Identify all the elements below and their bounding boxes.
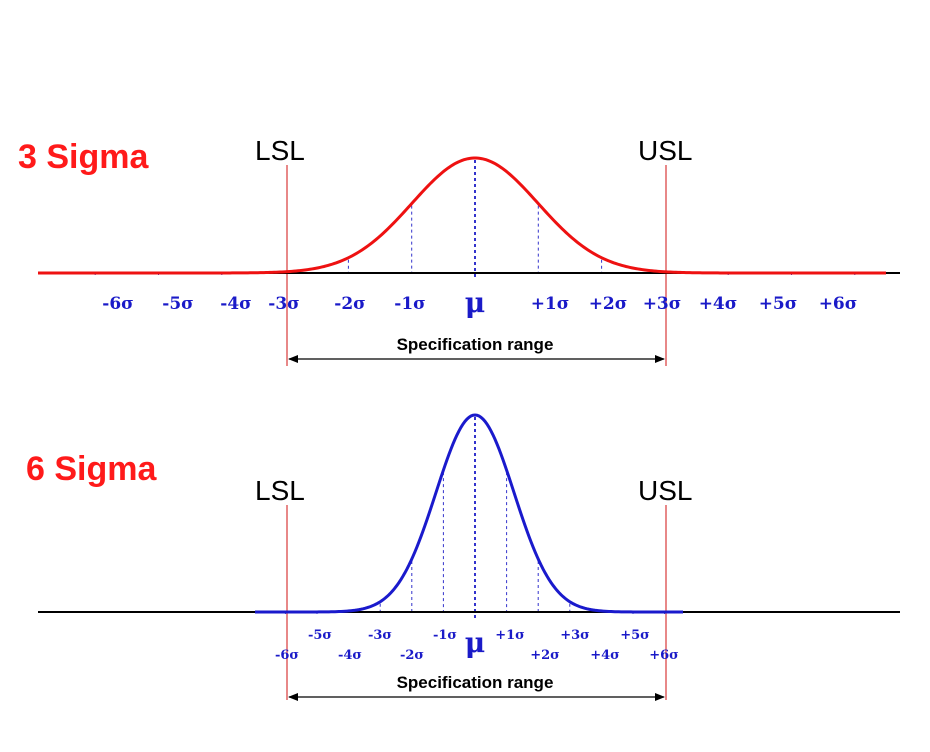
tick-label-plus-2-sigma: +2σ — [530, 648, 560, 663]
tick-label-plus-6-sigma: +6σ — [819, 294, 858, 314]
normal-curve-6-sigma — [255, 413, 683, 614]
tick-label-plus-5-sigma: +5σ — [759, 294, 798, 314]
panel-title: 6 Sigma — [26, 450, 157, 488]
lsl-label: LSL — [255, 135, 305, 166]
tick-label-plus-3-sigma: +3σ — [643, 294, 682, 314]
normal-curve-3-sigma — [38, 156, 886, 275]
tick-label-minus-5-sigma: -5σ — [162, 294, 193, 314]
tick-label-minus-3-sigma: -3σ — [368, 628, 392, 643]
tick-label-plus-3-sigma: +3σ — [560, 628, 590, 643]
tick-label-minus-1-sigma: -1σ — [433, 628, 457, 643]
specification-range-label: Specification range — [397, 673, 554, 692]
tick-label-minus-2-sigma: -2σ — [334, 294, 365, 314]
tick-label-plus-4-sigma: +4σ — [699, 294, 738, 314]
tick-label-plus-6-sigma: +6σ — [649, 648, 679, 663]
tick-label-minus-1-sigma: -1σ — [394, 294, 425, 314]
usl-label: USL — [638, 475, 692, 506]
tick-label-plus-5-sigma: +5σ — [620, 628, 650, 643]
sigma-gridlines — [94, 160, 856, 279]
specification-range-label: Specification range — [397, 335, 554, 354]
usl-label: USL — [638, 135, 692, 166]
lsl-label: LSL — [255, 475, 305, 506]
mean-label: μ — [465, 626, 486, 659]
tick-label-plus-2-sigma: +2σ — [589, 294, 628, 314]
tick-label-minus-6-sigma: -6σ — [275, 648, 299, 663]
panel-3-sigma: 3 Sigma LSL USL -6σ -5σ -4σ -3σ -2σ -1σ … — [18, 135, 900, 366]
tick-label-minus-4-sigma: -4σ — [220, 294, 251, 314]
tick-label-plus-1-sigma: +1σ — [531, 294, 570, 314]
tick-label-minus-5-sigma: -5σ — [308, 628, 332, 643]
tick-label-minus-3-sigma: -3σ — [268, 294, 299, 314]
tick-label-plus-4-sigma: +4σ — [590, 648, 620, 663]
tick-label-plus-1-sigma: +1σ — [495, 628, 525, 643]
mean-label: μ — [465, 286, 486, 319]
tick-label-minus-2-sigma: -2σ — [400, 648, 424, 663]
tick-label-minus-4-sigma: -4σ — [338, 648, 362, 663]
panel-6-sigma: 6 Sigma LSL USL -6σ -5σ -4σ -3σ -2σ -1σ … — [26, 413, 900, 701]
panel-title: 3 Sigma — [18, 138, 149, 176]
tick-label-minus-6-sigma: -6σ — [102, 294, 133, 314]
sigma-gridlines — [284, 417, 666, 618]
